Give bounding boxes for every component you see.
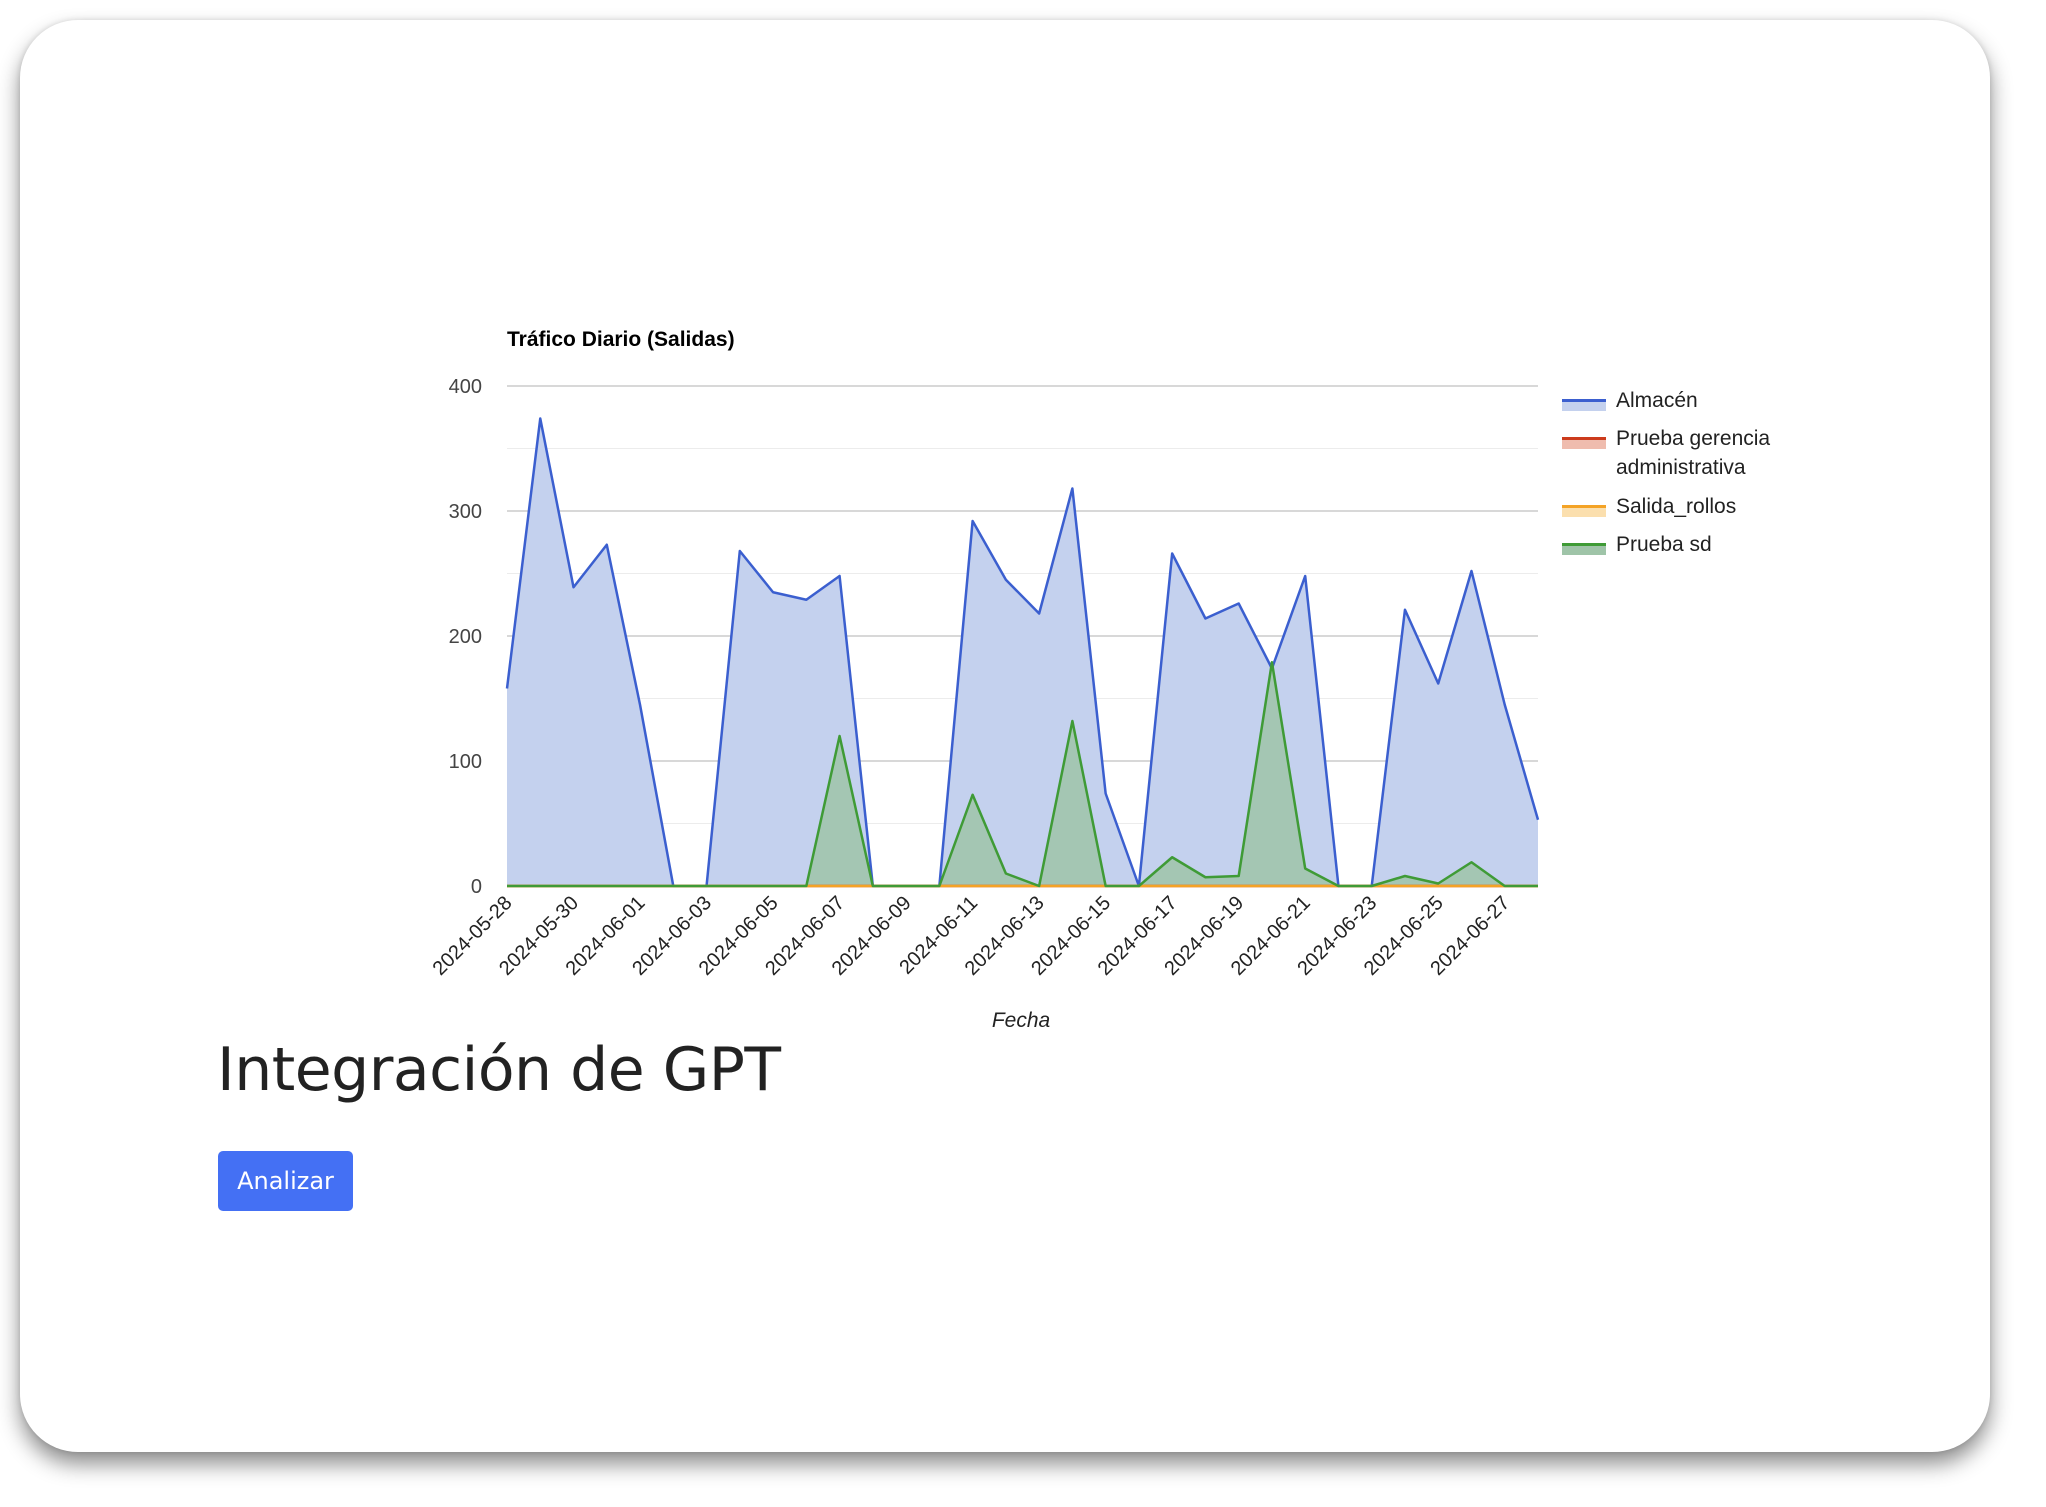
- x-axis-ticks: 2024-05-282024-05-302024-06-012024-06-03…: [429, 892, 1515, 980]
- legend-label: Almacén: [1616, 389, 1698, 412]
- chart-title: Tráfico Diario (Salidas): [507, 328, 735, 351]
- y-tick-label: 200: [449, 626, 482, 648]
- chart-lines: [505, 417, 1540, 888]
- chart-legend: Almacén Prueba gerencia administrativa Sali…: [1562, 389, 1770, 556]
- y-tick-label: 300: [449, 501, 482, 523]
- y-tick-label: 400: [449, 376, 482, 398]
- x-axis-label: Fecha: [992, 1009, 1050, 1032]
- series-line: [507, 661, 1538, 888]
- legend-label: administrativa: [1616, 456, 1746, 479]
- legend-label: Prueba gerencia: [1616, 427, 1770, 450]
- analyze-button[interactable]: Analizar: [218, 1151, 353, 1211]
- y-tick-label: 0: [471, 876, 482, 898]
- y-tick-label: 100: [449, 751, 482, 773]
- y-axis-ticks: 0 100 200 300 400: [449, 376, 482, 898]
- page-title: Integración de GPT: [217, 1035, 781, 1105]
- legend-label: Prueba sd: [1616, 533, 1712, 556]
- legend-label: Salida_rollos: [1616, 495, 1736, 518]
